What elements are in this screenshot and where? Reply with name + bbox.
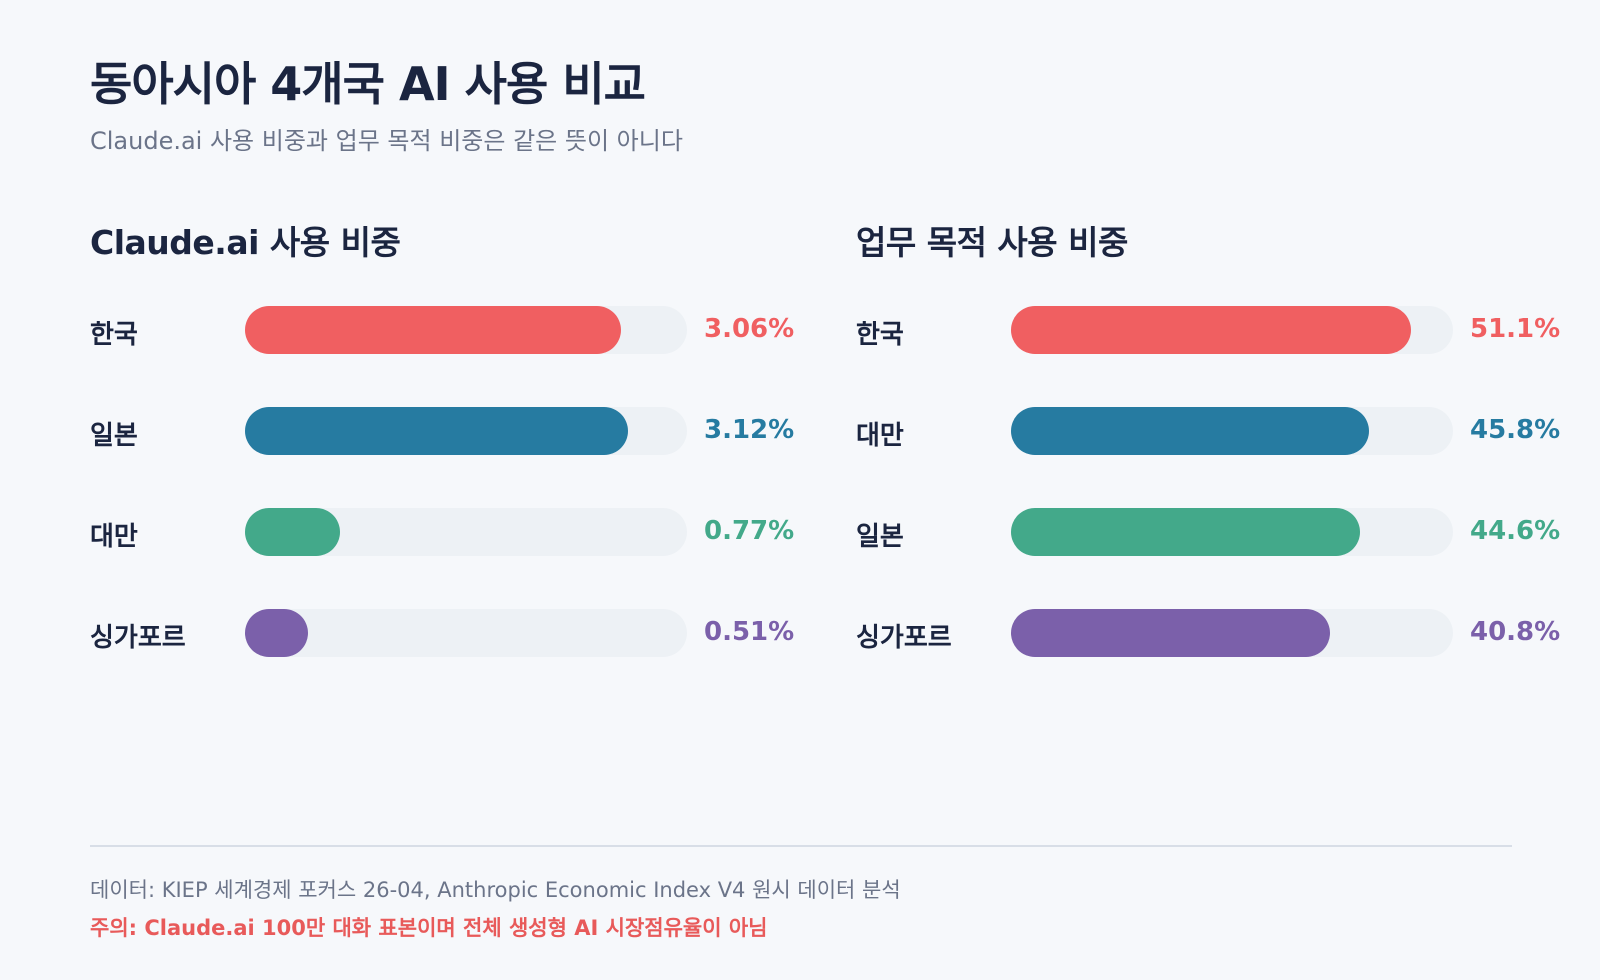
bar [1011,609,1330,657]
category-label: 한국 [90,320,138,350]
category-label: 일본 [90,421,138,451]
bar [245,306,621,354]
bar-row: 대만 0.77% [90,508,810,556]
footer-divider [90,845,1512,847]
value-label: 40.8% [1470,617,1561,647]
value-label: 3.12% [704,415,795,445]
bar-row: 한국 3.06% [90,306,810,354]
value-label: 0.51% [704,617,795,647]
footer-note: 주의: Claude.ai 100만 대화 표본이며 전체 생성형 AI 시장점… [90,916,768,940]
value-label: 45.8% [1470,415,1561,445]
bar-row: 싱가포르 0.51% [90,609,810,657]
bar-track [245,407,687,455]
bar-track [245,609,687,657]
bar-track [245,508,687,556]
bar-track [245,306,687,354]
chart-title: Claude.ai 사용 비중 [90,223,401,262]
bar [245,508,340,556]
category-label: 한국 [856,320,904,350]
bar [245,609,308,657]
bar [1011,508,1360,556]
category-label: 싱가포르 [856,623,952,653]
bar [245,407,628,455]
category-label: 싱가포르 [90,623,186,653]
category-label: 대만 [856,421,904,451]
bar [1011,306,1411,354]
bar-row: 한국 51.1% [856,306,1576,354]
category-label: 대만 [90,522,138,552]
bar-row: 싱가포르 40.8% [856,609,1576,657]
value-label: 0.77% [704,516,795,546]
chart-claude-usage-share: Claude.ai 사용 비중 한국 3.06% 일본 3.12% 대만 0.77% 싱가포… [90,210,810,680]
bar-row: 일본 3.12% [90,407,810,455]
bar-row: 대만 45.8% [856,407,1576,455]
value-label: 3.06% [704,314,795,344]
value-label: 44.6% [1470,516,1561,546]
page-subtitle: Claude.ai 사용 비중과 업무 목적 비중은 같은 뜻이 아니다 [90,127,683,155]
bar-track [1011,609,1453,657]
footer-source: 데이터: KIEP 세계경제 포커스 26-04, Anthropic Econ… [90,878,901,902]
bar-track [1011,306,1453,354]
chart-title: 업무 목적 사용 비중 [856,223,1128,262]
category-label: 일본 [856,522,904,552]
bar-track [1011,508,1453,556]
bar-row: 일본 44.6% [856,508,1576,556]
value-label: 51.1% [1470,314,1561,344]
bar [1011,407,1369,455]
chart-work-purpose-share: 업무 목적 사용 비중 한국 51.1% 대만 45.8% 일본 44.6% 싱가포르 40.… [856,210,1576,680]
page-title: 동아시아 4개국 AI 사용 비교 [90,57,646,111]
bar-track [1011,407,1453,455]
